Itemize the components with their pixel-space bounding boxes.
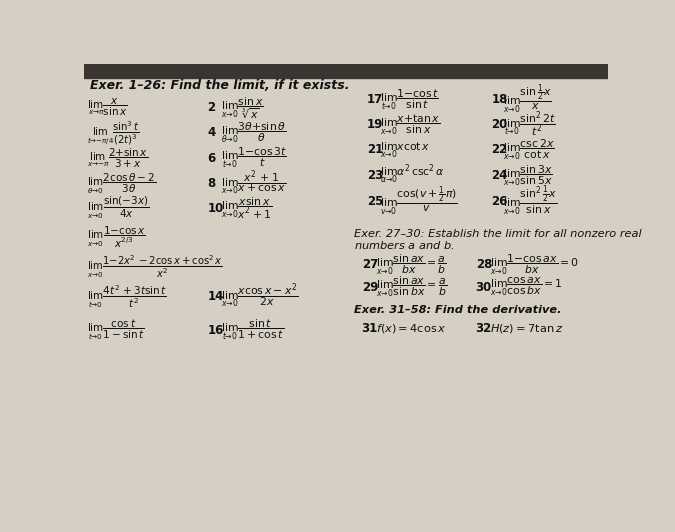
Bar: [84, 64, 608, 78]
Text: 23: 23: [367, 169, 383, 182]
Text: $\lim_{x\to 0}\dfrac{\csc 2x}{\cot x}$: $\lim_{x\to 0}\dfrac{\csc 2x}{\cot x}$: [503, 138, 555, 162]
Text: 18: 18: [491, 93, 508, 106]
Text: $\lim_{t\to 0}\dfrac{\sin t}{1+\cos t}$: $\lim_{t\to 0}\dfrac{\sin t}{1+\cos t}$: [221, 318, 285, 343]
Text: $\lim_{t\to -\pi/4}\dfrac{\sin^3 t}{(2t)^3}$: $\lim_{t\to -\pi/4}\dfrac{\sin^3 t}{(2t)…: [87, 119, 140, 146]
Text: $\lim_{t\to 0}\dfrac{\cos t}{1-\sin t}$: $\lim_{t\to 0}\dfrac{\cos t}{1-\sin t}$: [87, 318, 145, 342]
Text: $\lim_{x\to 0}\dfrac{\sin(-3x)}{4x}$: $\lim_{x\to 0}\dfrac{\sin(-3x)}{4x}$: [87, 195, 149, 221]
Text: 31: 31: [362, 321, 378, 335]
Text: 24: 24: [491, 169, 508, 182]
Text: $\lim_{v\to 0}\dfrac{\cos(v+\frac{1}{2}\pi)}{v}$: $\lim_{v\to 0}\dfrac{\cos(v+\frac{1}{2}\…: [380, 184, 458, 218]
Text: $\lim_{x\to 0}x\cot x$: $\lim_{x\to 0}x\cot x$: [380, 140, 431, 160]
Text: $\lim_{x\to 0}\dfrac{\sin ax}{bx}=\dfrac{a}{b}$: $\lim_{x\to 0}\dfrac{\sin ax}{bx}=\dfrac…: [376, 252, 447, 277]
Text: $\lim_{x\to 0}\dfrac{\sin x}{\sqrt[3]{x}}$: $\lim_{x\to 0}\dfrac{\sin x}{\sqrt[3]{x}…: [221, 95, 264, 120]
Text: Exer. 31–58: Find the derivative.: Exer. 31–58: Find the derivative.: [354, 305, 562, 314]
Text: $\lim_{x\to 0}\dfrac{\sin^2\frac{1}{2}x}{\sin x}$: $\lim_{x\to 0}\dfrac{\sin^2\frac{1}{2}x}…: [503, 184, 557, 218]
Text: $\lim_{x\to 0}\dfrac{\sin\frac{1}{2}x}{x}$: $\lim_{x\to 0}\dfrac{\sin\frac{1}{2}x}{x…: [503, 82, 551, 117]
Text: 2: 2: [207, 101, 215, 114]
Text: 32: 32: [476, 321, 492, 335]
Text: $\lim_{\theta\to 0}\dfrac{2\cos\theta-2}{3\theta}$: $\lim_{\theta\to 0}\dfrac{2\cos\theta-2}…: [87, 171, 157, 196]
Text: $\lim_{t\to 0}\dfrac{\sin^2 2t}{t^2}$: $\lim_{t\to 0}\dfrac{\sin^2 2t}{t^2}$: [503, 110, 556, 139]
Text: $\lim_{t\to 0}\dfrac{4t^2+3t\sin t}{t^2}$: $\lim_{t\to 0}\dfrac{4t^2+3t\sin t}{t^2}…: [87, 282, 167, 310]
Text: 22: 22: [491, 143, 508, 156]
Text: $\lim_{x\to 0}\dfrac{\cos ax}{\cos bx}=1$: $\lim_{x\to 0}\dfrac{\cos ax}{\cos bx}=1…: [490, 276, 563, 298]
Text: 30: 30: [476, 280, 492, 294]
Text: 20: 20: [491, 118, 508, 131]
Text: $\lim_{x\to 0}\dfrac{1-\cos x}{x^{2/3}}$: $\lim_{x\to 0}\dfrac{1-\cos x}{x^{2/3}}$: [87, 226, 146, 251]
Text: $\lim_{t\to 0}\dfrac{1-\cos t}{\sin t}$: $\lim_{t\to 0}\dfrac{1-\cos t}{\sin t}$: [380, 87, 439, 112]
Text: 6: 6: [207, 152, 215, 164]
Text: Exer. 27–30: Establish the limit for all nonzero real: Exer. 27–30: Establish the limit for all…: [354, 229, 641, 239]
Text: 14: 14: [207, 290, 223, 303]
Text: 26: 26: [491, 195, 508, 207]
Text: Exer. 1–26: Find the limit, if it exists.: Exer. 1–26: Find the limit, if it exists…: [90, 79, 349, 92]
Text: numbers $a$ and $b$.: numbers $a$ and $b$.: [354, 239, 455, 251]
Text: $\lim_{t\to 0}\dfrac{1-\cos 3t}{t}$: $\lim_{t\to 0}\dfrac{1-\cos 3t}{t}$: [221, 146, 288, 170]
Text: 8: 8: [207, 177, 215, 190]
Text: $\lim_{x\to 0}\dfrac{x\sin x}{x^2+1}$: $\lim_{x\to 0}\dfrac{x\sin x}{x^2+1}$: [221, 195, 273, 221]
Text: $\lim_{\alpha\to 0}\alpha^2\csc^2\alpha$: $\lim_{\alpha\to 0}\alpha^2\csc^2\alpha$: [380, 163, 445, 187]
Text: 29: 29: [362, 280, 378, 294]
Text: $\lim_{x\to 0}\dfrac{\sin 3x}{\sin 5x}$: $\lim_{x\to 0}\dfrac{\sin 3x}{\sin 5x}$: [503, 163, 553, 187]
Text: $\lim_{x\to\pi}\dfrac{x}{\sin x}$: $\lim_{x\to\pi}\dfrac{x}{\sin x}$: [87, 97, 128, 118]
Text: $f(x)=4\cos x$: $f(x)=4\cos x$: [376, 321, 447, 335]
Text: $\lim_{x\to 0}\dfrac{\sin ax}{\sin bx}=\dfrac{a}{b}$: $\lim_{x\to 0}\dfrac{\sin ax}{\sin bx}=\…: [376, 275, 448, 300]
Text: 28: 28: [476, 258, 492, 271]
Text: $\lim_{\theta\to 0}\dfrac{3\theta+\sin\theta}{\theta}$: $\lim_{\theta\to 0}\dfrac{3\theta+\sin\t…: [221, 120, 287, 145]
Text: $H(z)=7\tan z$: $H(z)=7\tan z$: [490, 321, 563, 335]
Text: $\lim_{x\to -\pi}\dfrac{2+\sin x}{3+x}$: $\lim_{x\to -\pi}\dfrac{2+\sin x}{3+x}$: [87, 146, 148, 170]
Text: 4: 4: [207, 126, 215, 139]
Text: 17: 17: [367, 93, 383, 106]
Text: 19: 19: [367, 118, 383, 131]
Text: 25: 25: [367, 195, 383, 207]
Text: $\lim_{x\to 0}\dfrac{1-\cos ax}{bx}=0$: $\lim_{x\to 0}\dfrac{1-\cos ax}{bx}=0$: [490, 252, 578, 277]
Text: $\lim_{x\to 0}\dfrac{x\cos x-x^2}{2x}$: $\lim_{x\to 0}\dfrac{x\cos x-x^2}{2x}$: [221, 282, 298, 311]
Text: 21: 21: [367, 143, 383, 156]
Text: 10: 10: [207, 202, 223, 214]
Text: $\lim_{x\to 0}\dfrac{1-2x^2-2\cos x+\cos^2 x}{x^2}$: $\lim_{x\to 0}\dfrac{1-2x^2-2\cos x+\cos…: [87, 253, 223, 280]
Text: 27: 27: [362, 258, 378, 271]
Text: $\lim_{x\to 0}\dfrac{x+\tan x}{\sin x}$: $\lim_{x\to 0}\dfrac{x+\tan x}{\sin x}$: [380, 112, 441, 137]
Text: $\lim_{x\to 0}\dfrac{x^2+1}{x+\cos x}$: $\lim_{x\to 0}\dfrac{x^2+1}{x+\cos x}$: [221, 169, 287, 198]
Text: 16: 16: [207, 323, 223, 337]
